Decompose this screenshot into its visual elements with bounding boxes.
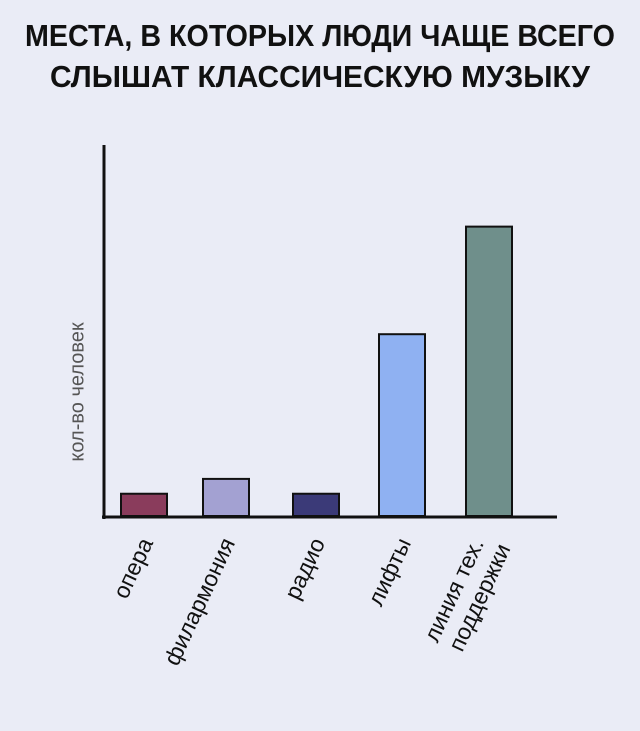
bar xyxy=(465,225,513,517)
bar xyxy=(378,333,426,517)
chart-title: МЕСТА, В КОТОРЫХ ЛЮДИ ЧАЩЕ ВСЕГО xyxy=(25,18,615,53)
chart-title: СЛЫШАТ КЛАССИЧЕСКУЮ МУЗЫКУ xyxy=(50,59,591,94)
bar xyxy=(120,492,168,517)
y-axis-label: кол-во человек xyxy=(66,322,88,461)
bar xyxy=(202,477,250,517)
bar xyxy=(292,492,340,517)
